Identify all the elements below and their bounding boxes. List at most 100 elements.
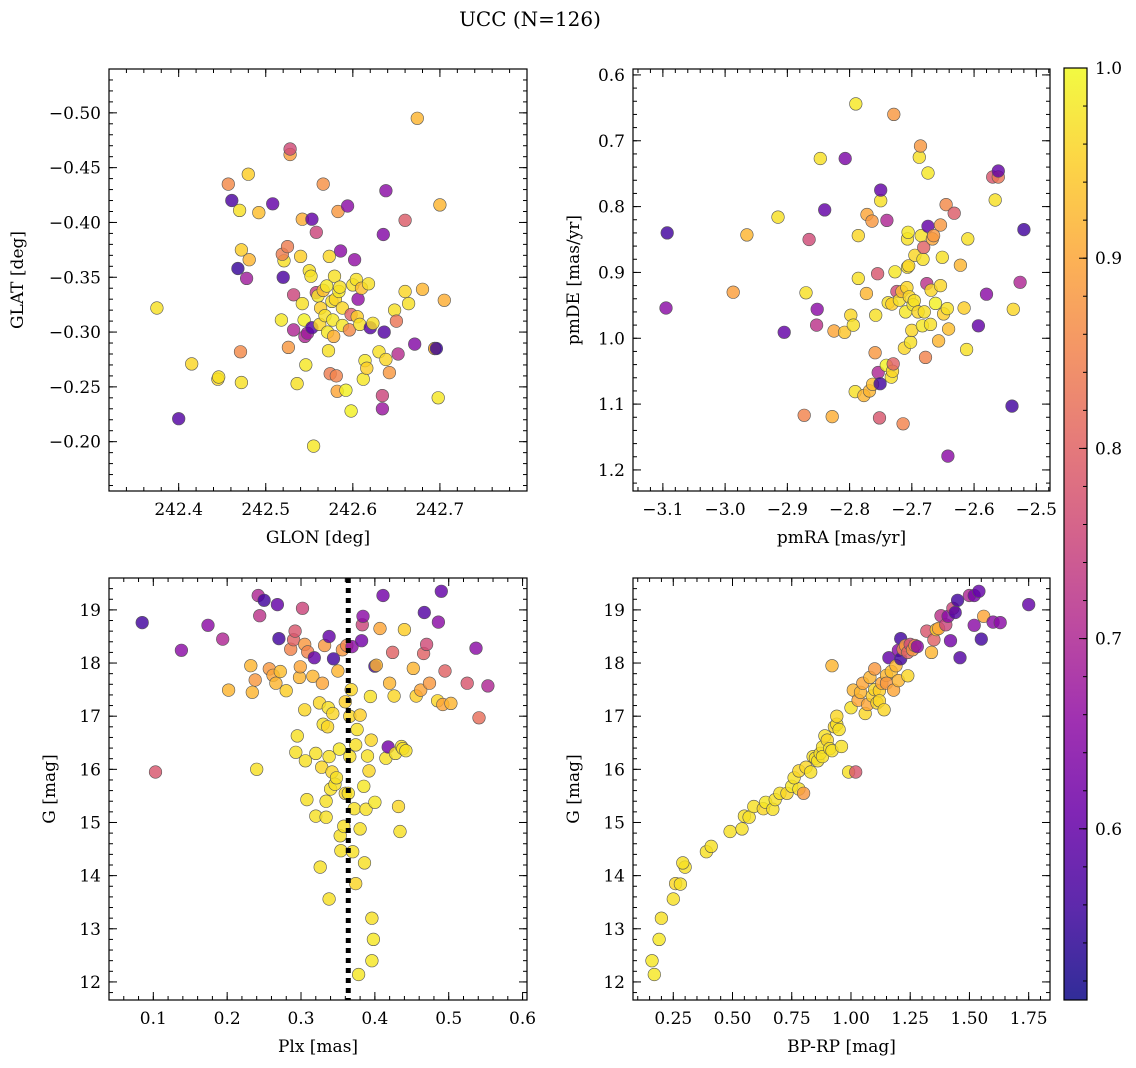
data-point <box>896 417 910 431</box>
y-tick-label: 19 <box>79 601 101 621</box>
y-tick-label: 0.7 <box>598 132 625 152</box>
data-point <box>293 660 307 674</box>
data-point <box>386 645 400 660</box>
data-point <box>910 639 924 654</box>
data-point <box>329 771 344 785</box>
colorbar-gradient <box>1063 67 1088 1001</box>
y-tick-label: 12 <box>79 973 101 993</box>
y-tick-label: 17 <box>79 707 101 727</box>
y-tick-label: 14 <box>79 867 101 887</box>
data-point <box>349 876 363 891</box>
colorbar-tick-label: 0.8 <box>1095 439 1122 459</box>
data-point <box>148 765 163 779</box>
x-tick-label: 0.6 <box>509 1009 536 1029</box>
data-point <box>859 286 874 301</box>
data-point <box>953 651 967 665</box>
data-point <box>868 662 882 676</box>
data-point <box>357 856 372 870</box>
x-axis-label: GLON [deg] <box>266 528 370 548</box>
data-point <box>322 629 336 644</box>
data-point <box>804 765 818 779</box>
axes-frame <box>108 577 528 1001</box>
data-point <box>402 297 416 311</box>
x-tick-label: −2.5 <box>1016 500 1057 520</box>
data-point <box>797 408 811 422</box>
data-point <box>431 615 446 629</box>
data-point <box>434 584 448 598</box>
y-tick-label: 16 <box>603 760 625 780</box>
data-point <box>849 97 863 111</box>
data-point <box>373 621 387 636</box>
data-point <box>360 361 374 375</box>
x-tick-label: 242.7 <box>416 500 465 520</box>
data-point <box>309 746 323 761</box>
data-point <box>414 683 428 697</box>
y-axis-label: GLAT [deg] <box>8 231 28 329</box>
data-point <box>242 253 256 267</box>
data-point <box>364 733 378 747</box>
data-point <box>348 253 362 267</box>
data-point <box>901 669 915 683</box>
data-point <box>212 370 226 384</box>
y-tick-label: 1.0 <box>598 329 625 349</box>
data-point <box>723 824 737 839</box>
data-point <box>307 439 321 453</box>
data-point <box>913 139 928 153</box>
data-point <box>406 661 420 676</box>
data-point <box>363 689 378 704</box>
x-tick-label: 0.4 <box>361 1009 388 1029</box>
x-tick-label: −2.6 <box>953 500 994 520</box>
data-point <box>290 377 304 391</box>
data-point <box>150 301 164 315</box>
data-point <box>993 615 1007 630</box>
y-axis-label: G [mag] <box>40 754 60 823</box>
axis-ticks <box>108 68 527 491</box>
data-point <box>295 297 309 311</box>
data-point <box>1006 302 1020 316</box>
data-point <box>398 284 412 299</box>
data-point <box>799 286 813 300</box>
data-point <box>329 369 343 383</box>
data-point <box>901 225 915 239</box>
data-point <box>865 214 879 228</box>
data-point <box>279 684 293 698</box>
data-point <box>306 669 320 683</box>
data-point <box>660 226 674 240</box>
x-tick-label: −2.9 <box>767 500 808 520</box>
data-point <box>349 738 363 752</box>
x-tick-label: 0.25 <box>654 1009 692 1029</box>
data-point <box>241 167 255 181</box>
x-tick-label: −3.0 <box>704 500 745 520</box>
data-point <box>221 177 235 191</box>
x-tick-label: 242.4 <box>154 500 203 520</box>
scatter-points <box>659 97 1031 463</box>
data-point <box>991 164 1005 178</box>
x-tick-label: 242.6 <box>328 500 377 520</box>
data-point <box>353 822 367 836</box>
data-point <box>276 270 290 284</box>
data-point <box>1022 597 1036 612</box>
data-point <box>327 269 342 283</box>
data-point <box>375 389 390 403</box>
data-point <box>326 706 340 721</box>
data-point <box>365 911 379 925</box>
y-tick-label: −0.40 <box>49 213 101 233</box>
data-point <box>391 347 405 361</box>
y-tick-label: −0.30 <box>49 323 101 343</box>
data-point <box>387 689 401 703</box>
data-point <box>350 722 364 737</box>
data-point <box>389 314 404 328</box>
y-tick-label: 15 <box>603 813 625 833</box>
data-point <box>921 166 935 180</box>
data-point <box>391 799 406 814</box>
data-point <box>245 685 259 699</box>
data-point <box>979 287 994 301</box>
data-point <box>907 294 921 308</box>
data-point <box>290 729 304 743</box>
data-point <box>315 676 330 690</box>
y-tick-label: −0.20 <box>49 433 101 453</box>
data-point <box>270 597 285 612</box>
data-point <box>851 271 865 286</box>
data-point <box>917 240 931 254</box>
data-point <box>341 199 355 213</box>
